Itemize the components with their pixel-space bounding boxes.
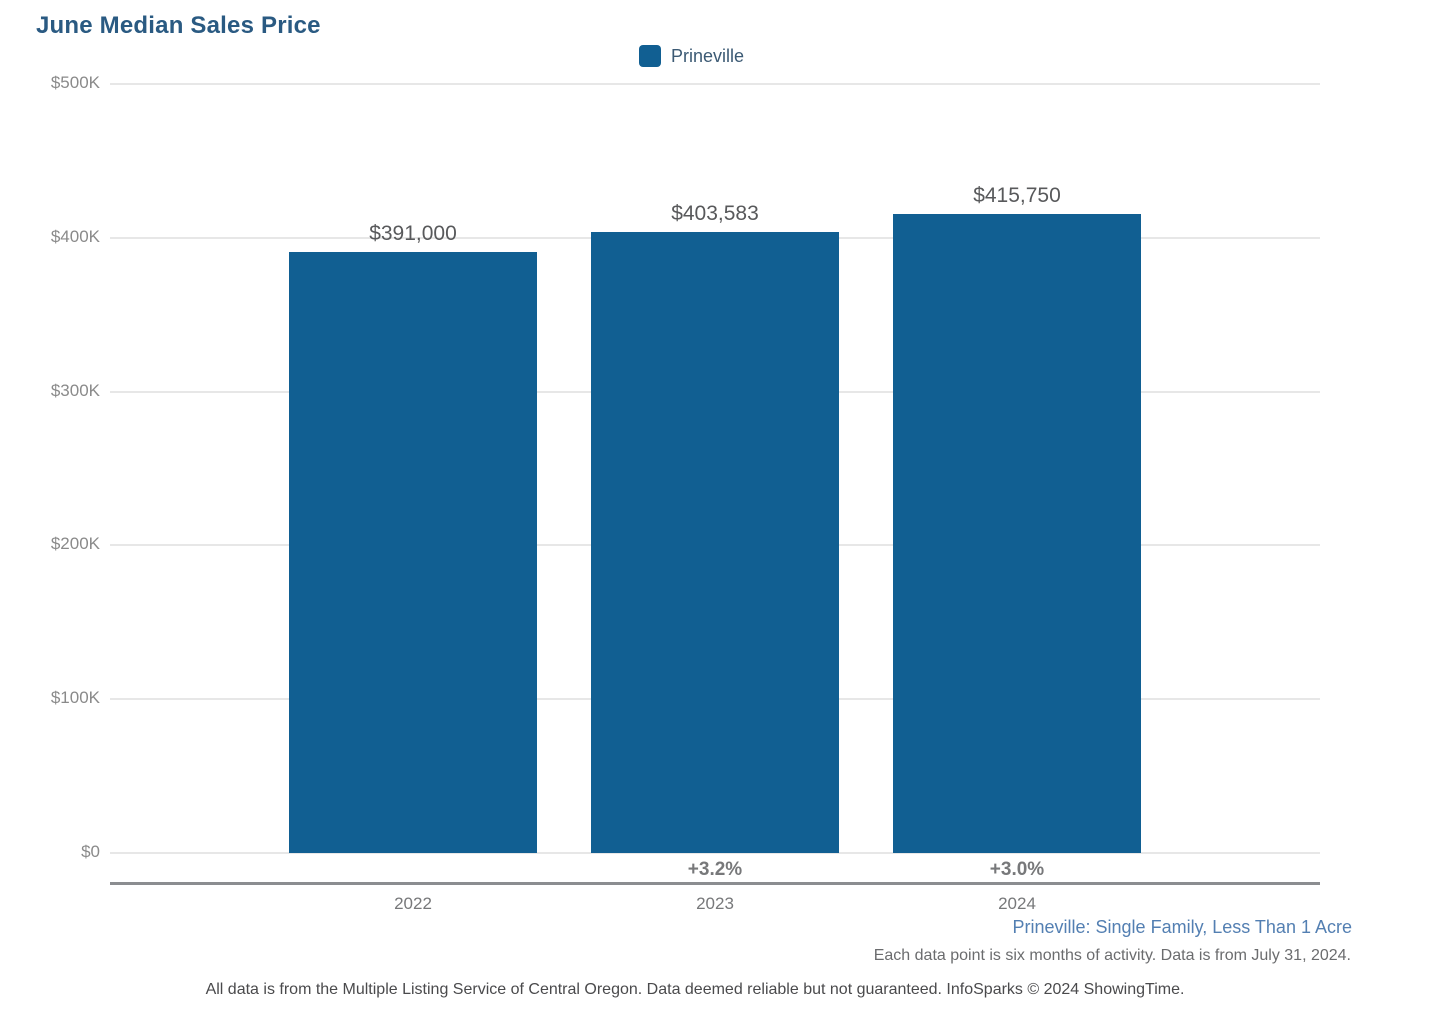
y-axis-tick-label: $500K xyxy=(50,73,100,92)
bar-2022[interactable] xyxy=(289,252,537,853)
legend-item-prineville[interactable]: Prineville xyxy=(639,45,744,67)
x-axis-line xyxy=(110,882,1320,885)
bar-value-label: $415,750 xyxy=(973,184,1061,207)
legend-swatch-icon xyxy=(639,45,661,67)
disclaimer: All data is from the Multiple Listing Se… xyxy=(205,981,1185,998)
y-axis-tick-label: $200K xyxy=(50,534,100,554)
segment-filter-link[interactable]: Prineville: Single Family, Less Than 1 A… xyxy=(1012,917,1353,937)
legend-label: Prineville xyxy=(671,45,745,66)
gridline xyxy=(110,852,1320,854)
x-axis-tick-label: 2023 xyxy=(696,894,734,913)
x-axis-tick-label: 2024 xyxy=(998,894,1036,913)
change-label: +3.0% xyxy=(989,859,1045,880)
y-axis-tick-label: $0 xyxy=(81,842,100,861)
y-axis-tick-label: $300K xyxy=(50,380,100,400)
y-axis-tick-label: $400K xyxy=(50,226,100,246)
bar-2024[interactable] xyxy=(893,214,1141,853)
y-axis-tick-label: $100K xyxy=(50,688,100,708)
x-axis-tick-label: 2022 xyxy=(394,894,432,913)
bar-value-label: $391,000 xyxy=(369,222,457,245)
gridline xyxy=(110,83,1320,85)
data-note: Each data point is six months of activit… xyxy=(873,947,1351,964)
page-title: June Median Sales Price xyxy=(36,12,321,39)
bar-value-label: $403,583 xyxy=(671,202,759,225)
change-label: +3.2% xyxy=(687,859,743,880)
bar-2023[interactable] xyxy=(591,232,839,853)
